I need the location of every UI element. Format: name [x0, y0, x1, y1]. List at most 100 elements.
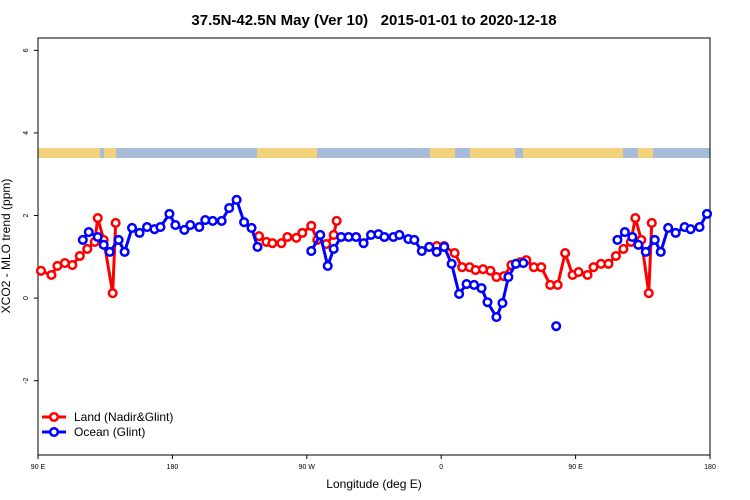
legend-label: Ocean (Glint) — [74, 425, 145, 439]
series-point — [224, 203, 235, 214]
series-point — [619, 226, 630, 238]
series-point — [328, 243, 339, 255]
series-point — [331, 215, 342, 226]
series-point — [74, 250, 85, 262]
series-point — [246, 222, 257, 233]
series-point — [454, 288, 465, 300]
series-point — [83, 226, 94, 238]
series-point — [640, 246, 651, 257]
series-point — [77, 234, 88, 245]
series-point — [646, 217, 657, 229]
series-point — [46, 269, 57, 281]
series-point — [610, 250, 621, 262]
series-point — [297, 227, 308, 238]
series-point — [694, 222, 705, 233]
series-point — [449, 248, 460, 259]
land-band — [38, 148, 100, 158]
series-point — [216, 215, 227, 226]
series-point — [291, 232, 302, 243]
legend-swatch-marker — [48, 411, 60, 423]
y-tick-label: 6 — [23, 48, 30, 52]
series-point — [573, 267, 584, 278]
x-axis-label: Longitude (deg E) — [326, 477, 421, 491]
series-point — [416, 245, 427, 257]
x-tick-label: 90 E — [31, 464, 46, 471]
series-point — [394, 229, 405, 240]
x-tick-label: 180 — [704, 464, 716, 471]
series-point — [35, 265, 47, 276]
legend-swatch-marker — [48, 426, 60, 438]
series-point — [185, 219, 196, 231]
series-point — [551, 321, 562, 332]
x-tick-label: 90 W — [299, 464, 316, 471]
land-band — [104, 148, 116, 158]
series-point — [424, 241, 435, 252]
series-point — [552, 279, 563, 290]
series-point — [485, 265, 496, 276]
series-point — [409, 234, 420, 245]
series-point — [170, 219, 181, 231]
land-band — [257, 148, 317, 158]
series-point — [282, 231, 293, 243]
series-point — [701, 208, 713, 219]
series-point — [306, 245, 317, 257]
x-tick-label: 180 — [167, 464, 179, 471]
land-ocean-strip — [38, 148, 710, 158]
y-axis-label: XCO2 - MLO trend (ppm) — [0, 179, 13, 314]
series-point — [92, 231, 103, 243]
series-point — [643, 288, 654, 299]
series-point — [536, 262, 547, 273]
series-point — [497, 298, 508, 309]
series-point — [113, 234, 124, 245]
series-point — [439, 241, 450, 252]
series-point — [82, 243, 93, 255]
series-point — [685, 224, 696, 235]
series-point — [252, 241, 263, 252]
series-point — [119, 246, 130, 257]
y-tick-label: -2 — [23, 377, 30, 383]
land-band — [430, 148, 455, 158]
series-point — [560, 248, 571, 259]
series-point — [92, 212, 103, 224]
x-tick-label: 90 E — [568, 464, 583, 471]
series-point — [134, 227, 145, 238]
series-point — [476, 283, 487, 294]
series-point — [267, 238, 278, 249]
land-band — [523, 148, 623, 158]
series-point — [127, 222, 138, 233]
series-point — [503, 272, 514, 283]
series-point — [655, 246, 666, 257]
land-band — [470, 148, 515, 158]
series-point — [618, 243, 629, 255]
series-point — [110, 217, 121, 229]
y-tick-label: 2 — [23, 213, 30, 217]
series-point — [351, 231, 362, 243]
series-point — [231, 194, 242, 205]
series-point — [582, 269, 593, 281]
series-point — [322, 260, 333, 271]
series-point — [633, 239, 644, 250]
series-point — [306, 220, 317, 231]
series-point — [107, 288, 118, 299]
series-point — [518, 257, 529, 269]
chart-title: 37.5N-42.5N May (Ver 10) 2015-01-01 to 2… — [191, 12, 556, 29]
series-point — [67, 260, 78, 271]
series-point — [104, 246, 115, 257]
series-point — [663, 222, 674, 233]
series-point — [164, 208, 175, 219]
series-point — [670, 227, 681, 238]
legend-label: Land (Nadir&Glint) — [74, 410, 173, 424]
series-point — [239, 217, 250, 228]
series-point — [358, 238, 369, 249]
x-tick-label: 0 — [439, 464, 443, 471]
series-point — [627, 231, 638, 243]
ocean-band — [38, 148, 710, 158]
y-tick-label: 0 — [23, 296, 30, 300]
series-point — [194, 222, 205, 233]
series-point — [98, 239, 109, 250]
series-point — [491, 312, 502, 323]
series-point — [630, 212, 641, 224]
series-point — [315, 229, 326, 240]
series-point — [612, 234, 623, 245]
